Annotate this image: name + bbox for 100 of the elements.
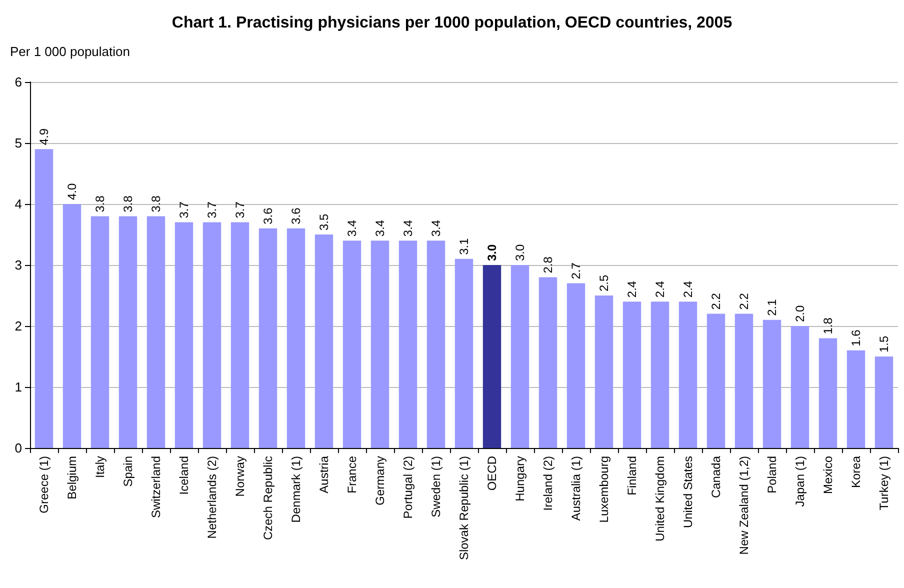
x-tick-label: Ireland (2): [541, 456, 555, 511]
data-label: 2.4: [653, 280, 667, 298]
bar: [118, 216, 138, 448]
x-tick-label: Spain: [121, 456, 135, 487]
data-label: 2.4: [681, 280, 695, 298]
x-tick-label: Czech Republic: [261, 456, 275, 540]
data-label: 3.5: [317, 213, 331, 230]
y-axis-title: Per 1 000 population: [10, 44, 130, 59]
data-label: 2.2: [709, 292, 723, 310]
x-tick-label: Germany: [373, 456, 387, 506]
bar: [874, 356, 894, 448]
x-tick-label: Slovak Republic (1): [457, 456, 471, 560]
bar: [286, 228, 306, 448]
x-tick-label: Italy: [93, 456, 107, 478]
x-tick-label: Australia (1): [569, 456, 583, 521]
data-label: 3.6: [261, 207, 275, 224]
x-tick-label: OECD: [485, 456, 499, 491]
x-tick-label: Korea: [849, 456, 863, 488]
data-label: 3.6: [289, 207, 303, 224]
data-label: 3.7: [205, 201, 219, 218]
x-tick-label: Canada: [709, 456, 723, 498]
y-tick-label: 4: [14, 196, 22, 212]
bar: [202, 222, 222, 448]
data-label: 3.8: [149, 195, 163, 212]
y-tick-label: 5: [14, 136, 22, 150]
bar: [174, 222, 194, 448]
bar: [426, 240, 446, 448]
bar: [90, 216, 110, 448]
data-label: 3.8: [93, 195, 107, 212]
data-label: 2.8: [541, 256, 555, 274]
x-tick-label: United Kingdom: [653, 456, 667, 542]
data-label: 2.0: [793, 304, 807, 322]
bar: [762, 320, 782, 448]
data-label: 3.7: [177, 201, 191, 218]
y-tick-label: 3: [14, 258, 22, 272]
y-tick-label: 2: [14, 318, 22, 334]
bar: [594, 296, 614, 448]
bar: [678, 302, 698, 448]
x-tick-label: Finland: [625, 456, 639, 496]
bar: [734, 314, 754, 448]
bar: [650, 302, 670, 448]
data-label: 2.1: [765, 298, 779, 316]
data-label: 3.4: [401, 220, 415, 237]
data-label: 3.0: [513, 244, 527, 261]
x-tick-label: Luxembourg: [597, 456, 611, 523]
bar: [370, 240, 390, 448]
data-label: 1.5: [877, 335, 891, 352]
x-tick-label: Poland: [765, 456, 779, 494]
y-tick-label: 1: [14, 380, 22, 394]
data-label: 3.8: [121, 195, 135, 212]
data-label: 3.4: [429, 220, 443, 237]
x-tick-label: Mexico: [821, 456, 835, 494]
bar: [622, 302, 642, 448]
bar: [34, 149, 54, 448]
x-tick-label: Norway: [233, 456, 247, 497]
data-label: 1.6: [849, 329, 863, 346]
x-tick-label: Hungary: [513, 456, 527, 502]
data-label: 4.0: [65, 182, 79, 200]
bar: [846, 350, 866, 448]
x-tick-label: Greece (1): [37, 456, 51, 514]
x-tick-label: Iceland: [177, 456, 191, 495]
bar: [706, 314, 726, 448]
data-label: 3.1: [457, 238, 471, 255]
x-tick-label: Netherlands (2): [205, 456, 219, 539]
bar: [510, 265, 530, 448]
bar: [230, 222, 250, 448]
x-tick-label: Austria: [317, 456, 331, 494]
x-tick-label: France: [345, 456, 359, 494]
bar: [398, 240, 418, 448]
bar: [454, 258, 474, 448]
x-tick-label: Denmark (1): [289, 456, 303, 523]
data-label: 2.7: [569, 262, 583, 280]
bar: [62, 204, 82, 448]
bar: [538, 277, 558, 448]
x-tick-label: Portugal (2): [401, 456, 415, 519]
data-label: 2.4: [625, 280, 639, 298]
data-label: 4.9: [37, 128, 51, 146]
x-tick-label: Sweden (1): [429, 456, 443, 518]
x-tick-label: Switzerland: [149, 456, 163, 518]
data-label: 3.4: [345, 220, 359, 237]
bar: [790, 326, 810, 448]
bar: [258, 228, 278, 448]
bar: [818, 338, 838, 448]
x-tick-label: New Zealand (1,2): [737, 456, 751, 555]
y-tick-label: 6: [14, 74, 22, 90]
chart-title: Chart 1. Practising physicians per 1000 population, OECD countries, 2005: [172, 14, 732, 32]
data-label: 3.7: [233, 201, 247, 218]
data-label: 3.4: [373, 220, 387, 237]
x-tick-label: Japan (1): [793, 456, 807, 507]
x-tick-label: Turkey (1): [877, 456, 891, 510]
bar: [482, 265, 502, 448]
bar: [146, 216, 166, 448]
y-tick-label: 0: [14, 440, 22, 456]
bar: [342, 240, 362, 448]
x-tick-label: United States: [681, 456, 695, 528]
x-tick-label: Belgium: [65, 456, 79, 500]
bar: [314, 234, 334, 448]
data-label: 2.2: [737, 292, 751, 310]
data-label: 3.0: [485, 244, 499, 261]
data-label: 1.8: [821, 317, 835, 334]
